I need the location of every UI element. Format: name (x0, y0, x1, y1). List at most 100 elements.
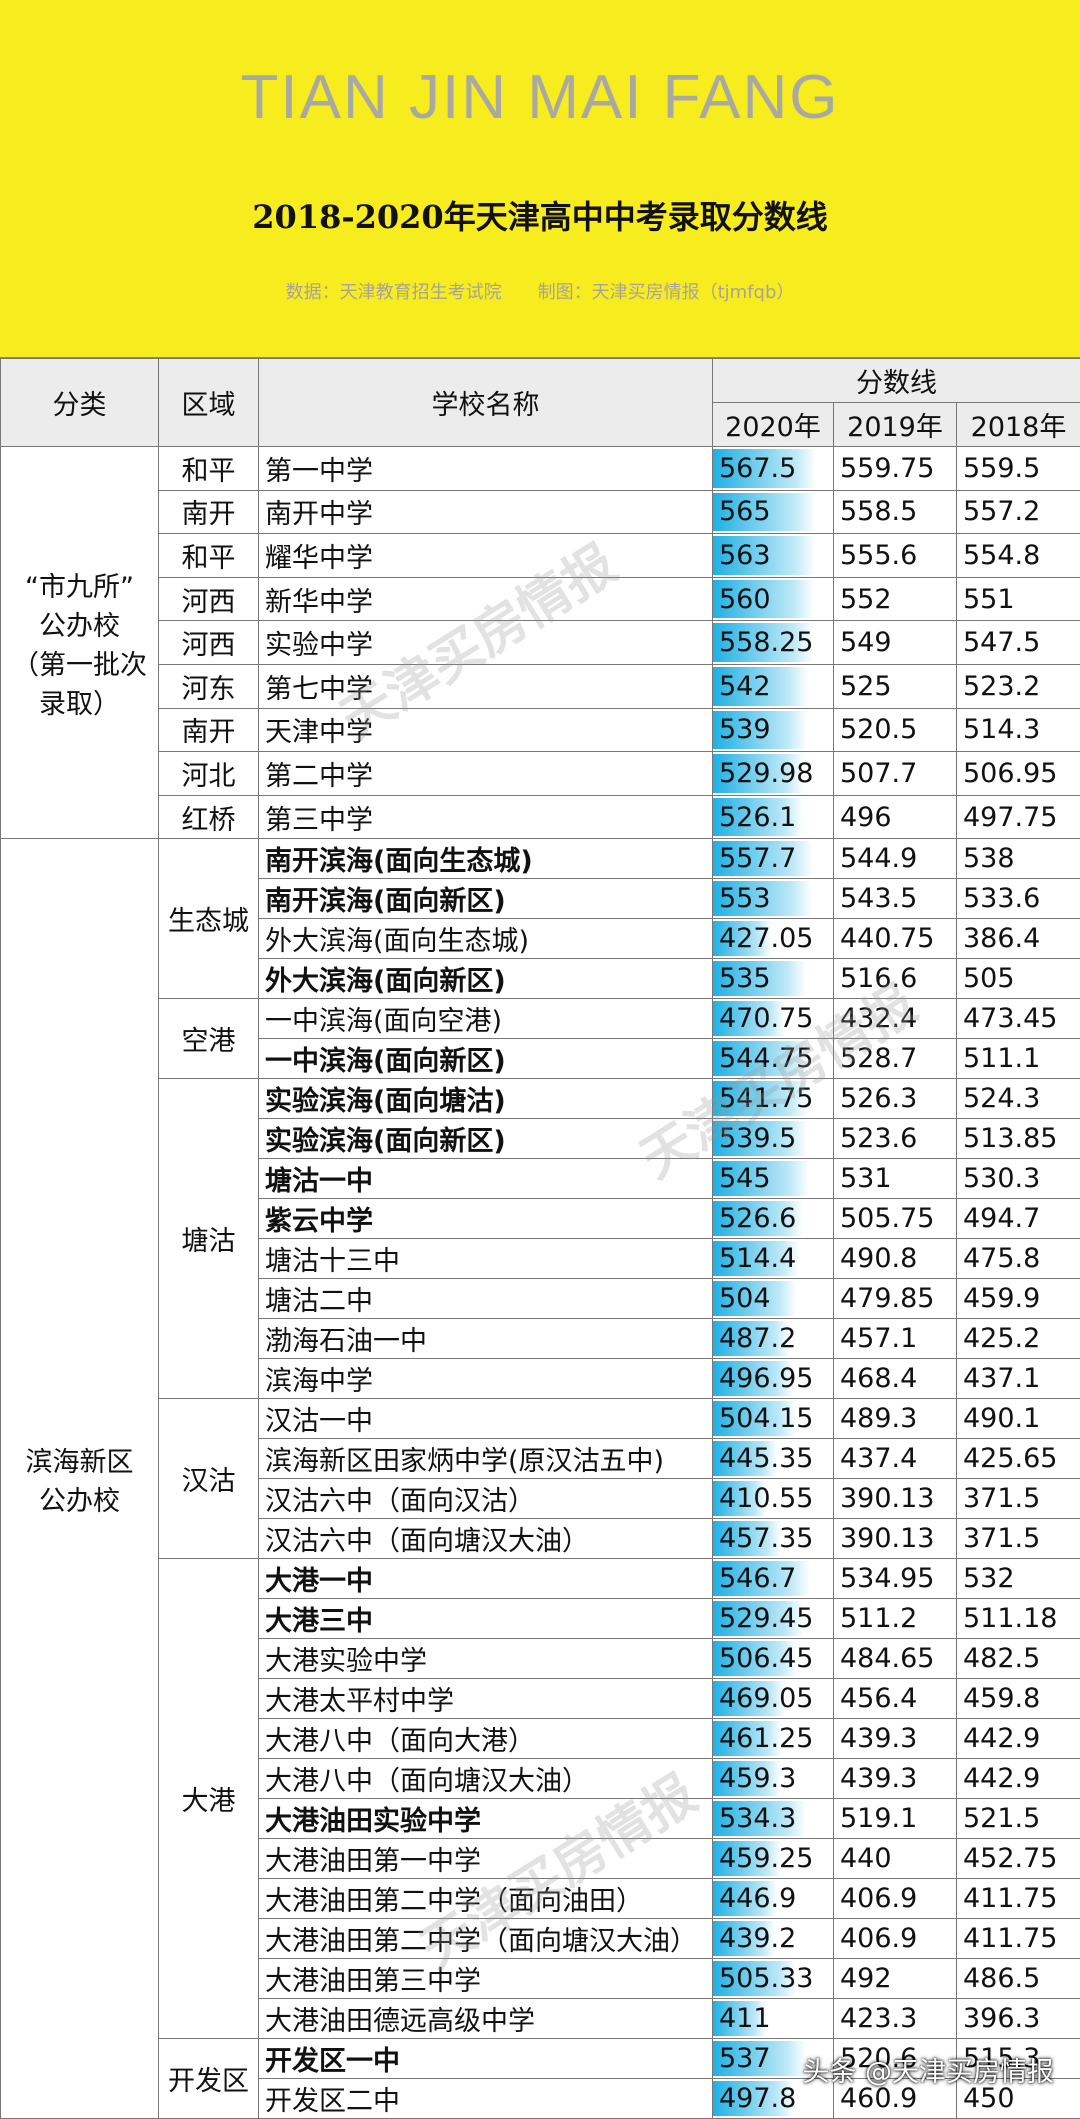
score-cell: 559.5 (957, 447, 1080, 491)
score: 534.95 (840, 1563, 934, 1594)
score: 439.2 (719, 1923, 796, 1954)
score-cell: 549 (834, 621, 957, 665)
header-cell: 分类 (1, 359, 159, 447)
score: 523.2 (963, 671, 1040, 702)
score: 505.75 (840, 1203, 934, 1234)
header-cell: 分数线 (713, 359, 1080, 403)
score-cell: 544.9 (834, 839, 957, 879)
school-cell: 南开中学 (259, 490, 713, 534)
score: 411.75 (963, 1923, 1057, 1954)
school-cell: 开发区二中 (259, 2079, 713, 2119)
score: 567.5 (719, 453, 796, 484)
score: 559.75 (840, 453, 934, 484)
score: 529.45 (719, 1603, 813, 1634)
district-cell: 红桥 (159, 795, 259, 839)
school-cell: 实验滨海(面向塘沽) (259, 1079, 713, 1119)
score-cell: 545 (713, 1159, 834, 1199)
score-cell: 386.4 (957, 919, 1080, 959)
score-cell: 535 (713, 959, 834, 999)
footer: 头条 @天津买房情报 (802, 2050, 1054, 2089)
score-cell: 437.1 (957, 1359, 1080, 1399)
school-cell: 开发区一中 (259, 2039, 713, 2079)
score-cell: 567.5 (713, 447, 834, 491)
score: 505.33 (719, 1963, 813, 1994)
school-cell: 大港八中（面向大港） (259, 1719, 713, 1759)
score: 371.5 (963, 1483, 1040, 1514)
score: 555.6 (840, 540, 917, 571)
score-cell: 534.95 (834, 1559, 957, 1599)
score-cell: 490.1 (957, 1399, 1080, 1439)
score: 489.3 (840, 1403, 917, 1434)
score-cell: 459.9 (957, 1279, 1080, 1319)
score-cell: 504 (713, 1279, 834, 1319)
title: 2018-2020年天津高中中考录取分数线 (0, 192, 1080, 238)
score: 440 (840, 1843, 892, 1874)
category-line: 录取） (7, 682, 152, 721)
score-cell: 505.33 (713, 1959, 834, 1999)
score: 549 (840, 627, 892, 658)
score: 456.4 (840, 1683, 917, 1714)
score-cell: 557.2 (957, 490, 1080, 534)
district-cell: 汉沽 (159, 1399, 259, 1559)
score: 533.6 (963, 883, 1040, 914)
score: 511.18 (963, 1603, 1057, 1634)
score-cell: 410.55 (713, 1479, 834, 1519)
score: 543.5 (840, 883, 917, 914)
score: 459.9 (963, 1283, 1040, 1314)
score-cell: 553 (713, 879, 834, 919)
score-cell: 546.7 (713, 1559, 834, 1599)
school-cell: 一中滨海(面向新区) (259, 1039, 713, 1079)
score-cell: 446.9 (713, 1879, 834, 1919)
score-cell: 511.2 (834, 1599, 957, 1639)
score: 439.3 (840, 1723, 917, 1754)
score: 514.4 (719, 1243, 796, 1274)
score: 542 (719, 671, 771, 702)
score-cell: 523.2 (957, 664, 1080, 708)
district-cell: 和平 (159, 534, 259, 578)
score-cell: 511.18 (957, 1599, 1080, 1639)
school-cell: 南开滨海(面向新区) (259, 879, 713, 919)
score: 507.7 (840, 758, 917, 789)
score: 490.8 (840, 1243, 917, 1274)
score: 526.3 (840, 1083, 917, 1114)
score-cell: 563 (713, 534, 834, 578)
score-cell: 439.2 (713, 1919, 834, 1959)
score-cell: 459.25 (713, 1839, 834, 1879)
score: 529.98 (719, 758, 813, 789)
score-cell: 534.3 (713, 1799, 834, 1839)
score-cell: 390.13 (834, 1519, 957, 1559)
school-cell: 塘沽二中 (259, 1279, 713, 1319)
score-cell: 531 (834, 1159, 957, 1199)
score: 442.9 (963, 1723, 1040, 1754)
school-cell: 外大滨海(面向生态城) (259, 919, 713, 959)
score-cell: 411 (713, 1999, 834, 2039)
score: 484.65 (840, 1643, 934, 1674)
score: 524.3 (963, 1083, 1040, 1114)
score-cell: 532 (957, 1559, 1080, 1599)
district-cell: 河北 (159, 752, 259, 796)
score-cell: 560 (713, 577, 834, 621)
score: 457.35 (719, 1523, 813, 1554)
district-cell: 塘沽 (159, 1079, 259, 1399)
score-cell: 390.13 (834, 1479, 957, 1519)
score: 563 (719, 540, 771, 571)
school-cell: 塘沽十三中 (259, 1239, 713, 1279)
score-cell: 565 (713, 490, 834, 534)
score-cell: 487.2 (713, 1319, 834, 1359)
score-cell: 496 (834, 795, 957, 839)
category-cell: “市九所”公办校（第一批次录取） (1, 447, 159, 839)
score: 446.9 (719, 1883, 796, 1914)
score: 530.3 (963, 1163, 1040, 1194)
score: 505 (963, 963, 1015, 994)
score: 442.9 (963, 1763, 1040, 1794)
score-cell: 526.6 (713, 1199, 834, 1239)
score: 531 (840, 1163, 892, 1194)
score: 544.9 (840, 843, 917, 874)
school-cell: 大港油田第三中学 (259, 1959, 713, 1999)
score: 552 (840, 584, 892, 615)
school-cell: 大港一中 (259, 1559, 713, 1599)
score-cell: 513.85 (957, 1119, 1080, 1159)
score: 523.6 (840, 1123, 917, 1154)
score: 469.05 (719, 1683, 813, 1714)
